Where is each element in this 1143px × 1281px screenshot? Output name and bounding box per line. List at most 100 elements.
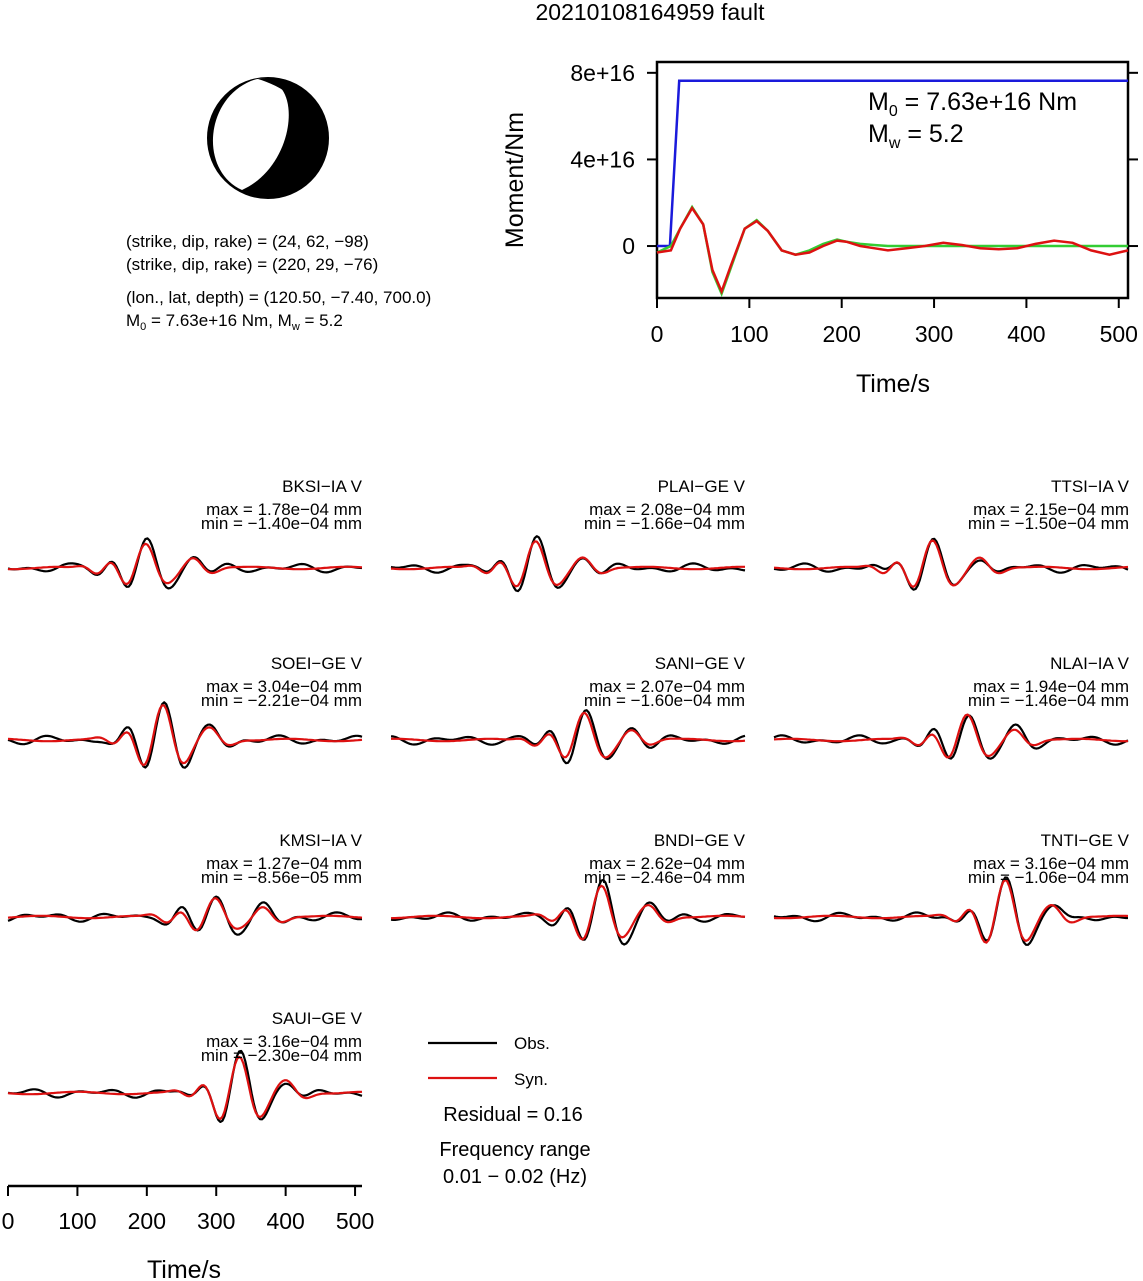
moment-xtick-label: 300	[915, 321, 953, 347]
observed-trace	[773, 876, 1128, 946]
waveform-xtick-label: 200	[128, 1208, 166, 1234]
station-min: min = −1.60e−04 mm	[584, 691, 745, 710]
observed-trace	[390, 878, 746, 946]
moment-annotation-m0: M0 = 7.63e+16 Nm	[868, 88, 1077, 120]
station-max: max = 1.27e−04 mm	[206, 854, 362, 873]
figure-title: 20210108164959 fault	[536, 0, 766, 25]
frequency-label: Frequency range	[439, 1139, 590, 1161]
moment-ytick-label: 4e+16	[570, 146, 635, 172]
station-min: min = −1.50e−04 mm	[968, 514, 1129, 533]
observed-trace	[773, 714, 1129, 760]
station-name: NLAI−IA V	[1050, 654, 1130, 673]
residual-label: Residual = 0.16	[443, 1104, 583, 1126]
moment-chart-frame	[655, 60, 1130, 300]
moment-xlabel: Time/s	[856, 370, 930, 398]
moment-label: M0 = 7.63e+16 Nm, Mw = 5.2	[126, 311, 343, 333]
station-name: SAUI−GE V	[272, 1009, 363, 1028]
moment-function-line	[657, 79, 1128, 248]
moment-xtick-label: 200	[823, 321, 861, 347]
station-max: max = 2.62e−04 mm	[589, 854, 745, 873]
station-name: TNTI−GE V	[1041, 831, 1130, 850]
station-max: max = 1.94e−04 mm	[973, 677, 1129, 696]
frequency-range: 0.01 − 0.02 (Hz)	[443, 1166, 587, 1188]
station-name: SOEI−GE V	[271, 654, 363, 673]
station-max: max = 3.04e−04 mm	[206, 677, 362, 696]
waveform-xtick-label: 300	[197, 1208, 235, 1234]
beachball-compression-sliver	[258, 78, 294, 98]
observed-trace	[390, 709, 746, 765]
station-name: BKSI−IA V	[282, 477, 363, 496]
moment-series-group	[656, 79, 1129, 298]
station-max: max = 2.07e−04 mm	[589, 677, 745, 696]
moment-annotation-mw: Mw = 5.2	[868, 120, 964, 152]
synthetic-trace	[773, 713, 1128, 759]
station-name: BNDI−GE V	[654, 831, 746, 850]
moment-axes: 0 100 200 300 400 500 8e+16 4e+16 0	[570, 60, 1138, 347]
station-min: min = −8.56e−05 mm	[201, 868, 362, 887]
station-name: TTSI−IA V	[1051, 477, 1130, 496]
station-max: max = 3.16e−04 mm	[973, 854, 1129, 873]
moment-xtick-label: 100	[730, 321, 768, 347]
station-max: max = 2.08e−04 mm	[589, 500, 745, 519]
synthetic-trace	[7, 897, 363, 932]
synthetic-trace	[390, 884, 746, 941]
observed-trace	[773, 537, 1129, 591]
station-max: max = 3.16e−04 mm	[206, 1032, 362, 1051]
moment-chart: 0 100 200 300 400 500 8e+16 4e+16 0 Moment/Nm Ti…	[501, 60, 1138, 398]
station-min: min = −2.30e−04 mm	[201, 1046, 362, 1065]
observed-trace	[390, 535, 746, 593]
synthetic-trace	[773, 539, 1129, 588]
station-max: max = 2.15e−04 mm	[973, 500, 1129, 519]
waveform-xtick-label: 100	[58, 1208, 96, 1234]
station-min: min = −1.46e−04 mm	[968, 691, 1129, 710]
observed-moment-rate-line	[656, 205, 1129, 295]
synthetic-trace	[773, 878, 1129, 944]
beachball-dilatation-quadrant	[212, 78, 289, 190]
observed-trace	[7, 701, 363, 769]
legend: Obs. Syn.	[428, 1034, 550, 1089]
moment-xtick-label: 0	[651, 321, 664, 347]
waveform-time-axis: 0 100 200 300 400 500	[2, 1184, 374, 1234]
station-min: min = −1.40e−04 mm	[201, 514, 362, 533]
moment-ytick-label: 0	[622, 233, 635, 259]
synthetic-trace	[7, 704, 363, 767]
station-min: min = −1.66e−04 mm	[584, 514, 745, 533]
legend-syn-label: Syn.	[514, 1070, 548, 1089]
plane1-label: (strike, dip, rake) = (24, 62, −98)	[126, 232, 369, 251]
waveform-xlabel: Time/s	[147, 1256, 221, 1281]
plane2-label: (strike, dip, rake) = (220, 29, −76)	[126, 255, 378, 274]
synthetic-trace	[390, 540, 745, 588]
station-name: SANI−GE V	[655, 654, 746, 673]
station-min: min = −1.06e−04 mm	[968, 868, 1129, 887]
moment-xtick-label: 500	[1100, 321, 1138, 347]
waveform-xtick-label: 500	[336, 1208, 374, 1234]
waveform-xtick-label: 0	[2, 1208, 15, 1234]
observed-trace	[7, 1049, 363, 1123]
station-max: max = 1.78e−04 mm	[206, 500, 362, 519]
station-min: min = −2.46e−04 mm	[584, 868, 745, 887]
moment-ylabel: Moment/Nm	[501, 112, 529, 248]
station-name: KMSI−IA V	[279, 831, 362, 850]
moment-ytick-label: 8e+16	[570, 60, 635, 86]
synthetic-trace	[7, 1055, 363, 1120]
station-min: min = −2.21e−04 mm	[201, 691, 362, 710]
synthetic-trace	[391, 711, 746, 759]
beachball	[207, 77, 329, 199]
waveform-xtick-label: 400	[266, 1208, 304, 1234]
location-label: (lon., lat, depth) = (120.50, −7.40, 700…	[126, 288, 431, 307]
legend-obs-label: Obs.	[514, 1034, 550, 1053]
station-name: PLAI−GE V	[658, 477, 746, 496]
moment-xtick-label: 400	[1007, 321, 1045, 347]
